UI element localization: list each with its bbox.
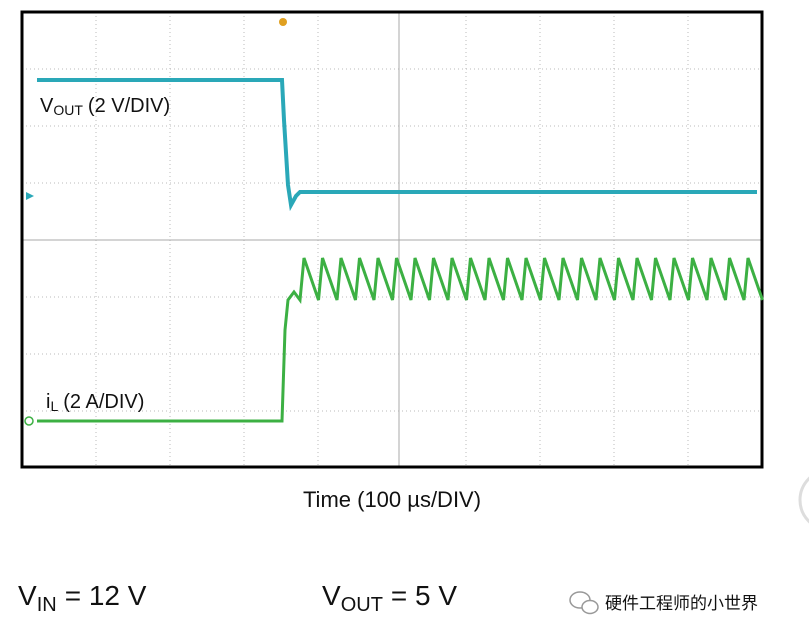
condition: VOUT = 5 V [322, 580, 457, 616]
symbol: i [46, 391, 50, 413]
vout-trace [37, 78, 757, 212]
condition: VIN = 12 V [18, 580, 147, 616]
wechat-icon [569, 591, 599, 615]
subscript: OUT [341, 594, 383, 616]
subscript: IN [37, 594, 57, 616]
il-marker [24, 416, 34, 426]
watermark: 硬件工程师的小世界 [605, 594, 758, 614]
il-trace [37, 257, 764, 423]
subscript: OUT [53, 102, 83, 118]
value: = 5 V [391, 580, 457, 611]
scale: (2 V/DIV) [88, 95, 170, 117]
trace-label: VOUT (2 V/DIV) [40, 95, 170, 118]
value: = 12 V [65, 580, 147, 611]
x-axis-label: Time (100 µs/DIV) [303, 487, 481, 512]
trace-label: iL (2 A/DIV) [46, 391, 144, 414]
symbol: V [40, 95, 54, 117]
vout-marker [26, 192, 34, 200]
scope-grid [22, 12, 762, 467]
trigger-marker [279, 18, 287, 26]
decoration [798, 476, 809, 524]
scale: (2 A/DIV) [63, 391, 144, 413]
symbol: V [322, 580, 341, 611]
symbol: V [18, 580, 37, 611]
subscript: L [50, 398, 58, 414]
scope-frame [20, 10, 764, 469]
